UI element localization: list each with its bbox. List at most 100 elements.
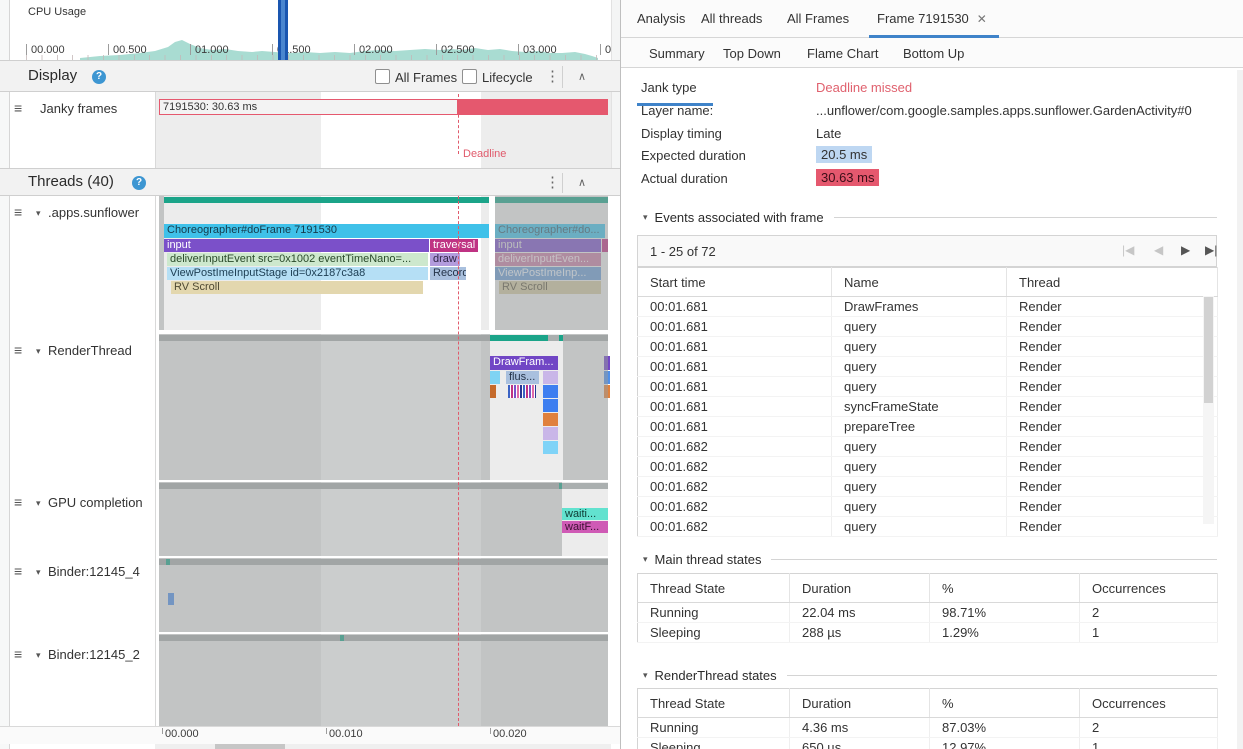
lifecycle-checkbox[interactable]: Lifecycle [462,69,533,87]
column-percent[interactable]: % [929,688,1080,718]
tab-all-threads[interactable]: All threads [701,11,763,26]
next-page-icon[interactable]: ▶ [1181,243,1191,257]
collapse-section-icon[interactable]: ▾ [643,554,648,564]
overflow-menu-icon[interactable]: ⋮ [545,68,560,85]
disclosure-arrow-icon[interactable]: ▾ [36,346,41,356]
thread-label-gpu[interactable]: GPU completion [48,495,143,510]
event-row[interactable]: 00:01.682 query Render [637,516,1218,537]
event-row[interactable]: 00:01.681 query Render [637,336,1218,357]
event-block[interactable] [543,413,558,426]
event-row[interactable]: 00:01.681 query Render [637,376,1218,397]
input-bar[interactable]: input [164,239,429,252]
drag-handle-icon[interactable]: ≡ [14,342,23,358]
scrollbar-thumb[interactable] [215,744,285,749]
overflow-menu-icon[interactable]: ⋮ [545,174,560,191]
cpu-usage-track[interactable]: CPU Usage 00.000 00.500 01.000 01.500 02.000… [10,0,611,60]
disclosure-arrow-icon[interactable]: ▾ [36,650,41,660]
column-thread-state[interactable]: Thread State [637,573,790,603]
horizontal-scrollbar[interactable] [155,744,611,749]
help-icon[interactable]: ? [132,176,146,190]
thread-track-binder4[interactable] [159,558,608,632]
event-row[interactable]: 00:01.681 query Render [637,316,1218,337]
column-thread[interactable]: Thread [1006,267,1218,297]
waiting-bar[interactable]: waiti... [562,508,608,520]
event-row[interactable]: 00:01.682 query Render [637,496,1218,517]
event-row[interactable]: 00:01.681 syncFrameState Render [637,396,1218,417]
thread-label-sunflower[interactable]: .apps.sunflower [48,205,140,220]
event-block[interactable] [543,427,558,440]
column-name[interactable]: Name [831,267,1007,297]
column-occurrences[interactable]: Occurrences [1079,688,1218,718]
close-tab-icon[interactable]: ✕ [976,12,987,26]
thread-track-renderthread[interactable]: DrawFram... flus... [159,334,610,480]
column-thread-state[interactable]: Thread State [637,688,790,718]
help-icon[interactable]: ? [92,70,106,84]
column-duration[interactable]: Duration [789,688,930,718]
last-page-icon[interactable]: ▶| [1205,243,1218,257]
state-row[interactable]: Running 4.36 ms 87.03% 2 [637,717,1218,738]
subtab-summary[interactable]: Summary [649,46,705,61]
main-states-section-header[interactable]: ▾ Main thread states [643,552,1217,567]
state-row[interactable]: Running 22.04 ms 98.71% 2 [637,602,1218,623]
tab-all-frames[interactable]: All Frames [787,11,850,26]
collapse-section-icon[interactable]: ▾ [643,670,648,680]
draw-bar[interactable]: draw [430,253,460,266]
deliver-input-event-bar[interactable]: deliverInputEvent src=0x1002 eventTimeNa… [167,253,428,266]
event-block[interactable] [543,371,558,384]
selection-range-marker[interactable] [278,0,288,60]
waitfence-bar[interactable]: waitF... [562,521,608,533]
collapse-threads-icon[interactable]: ∧ [578,177,587,189]
event-row[interactable]: 00:01.681 query Render [637,356,1218,377]
scrollbar-thumb[interactable] [1204,297,1213,403]
flush-bar[interactable]: flus... [506,371,539,384]
event-row[interactable]: 00:01.681 prepareTree Render [637,416,1218,437]
event-row[interactable]: 00:01.682 query Render [637,436,1218,457]
column-occurrences[interactable]: Occurrences [1079,573,1218,603]
column-percent[interactable]: % [929,573,1080,603]
drag-handle-icon[interactable]: ≡ [14,563,23,579]
disclosure-arrow-icon[interactable]: ▾ [36,208,41,218]
disclosure-arrow-icon[interactable]: ▾ [36,567,41,577]
subtab-bottom-up[interactable]: Bottom Up [903,46,965,61]
panel-vertical-scrollbar[interactable] [1237,70,1243,749]
drag-handle-icon[interactable]: ≡ [14,646,23,662]
collapse-display-icon[interactable]: ∧ [578,71,587,83]
column-start-time[interactable]: Start time [637,267,832,297]
choreographer-bar[interactable]: Choreographer#doFrame 7191530 [164,224,491,238]
event-block[interactable] [543,385,558,398]
thread-label-binder4[interactable]: Binder:12145_4 [48,564,140,579]
tab-analysis[interactable]: Analysis [637,11,686,26]
tab-frame[interactable]: Frame 7191530 ✕ [877,11,987,26]
rv-scroll-bar[interactable]: RV Scroll [171,281,423,294]
drawframes-bar[interactable]: DrawFram... [490,356,558,370]
drag-handle-icon[interactable]: ≡ [14,494,23,510]
render-states-section-header[interactable]: ▾ RenderThread states [643,668,1217,683]
event-block[interactable] [543,399,558,412]
traversal-bar[interactable]: traversal [430,239,478,252]
event-block[interactable] [543,441,558,454]
subtab-flame-chart[interactable]: Flame Chart [807,46,879,61]
record-bar[interactable]: Record ... [430,267,466,280]
column-duration[interactable]: Duration [789,573,930,603]
event-row[interactable]: 00:01.681 DrawFrames Render [637,296,1218,317]
drag-handle-icon[interactable]: ≡ [14,204,23,220]
thread-track-gpu[interactable]: waiti... waitF... [159,482,608,556]
thread-label-renderthread[interactable]: RenderThread [48,343,132,358]
first-page-icon[interactable]: |◀ [1122,243,1135,257]
view-post-ime-bar[interactable]: ViewPostImeInputStage id=0x2187c3a8 [167,267,428,280]
disclosure-arrow-icon[interactable]: ▾ [36,498,41,508]
collapse-section-icon[interactable]: ▾ [643,212,648,222]
event-row[interactable]: 00:01.682 query Render [637,476,1218,497]
event-row[interactable]: 00:01.682 query Render [637,456,1218,477]
events-section-header[interactable]: ▾ Events associated with frame [643,210,1217,225]
all-frames-checkbox[interactable]: All Frames [375,69,457,87]
thread-label-binder2[interactable]: Binder:12145_2 [48,647,140,662]
drag-handle-icon[interactable]: ≡ [14,100,23,116]
state-row[interactable]: Sleeping 288 µs 1.29% 1 [637,622,1218,643]
events-table-scrollbar[interactable] [1203,296,1214,524]
janky-frame-bar[interactable]: 7191530: 30.63 ms [159,99,608,115]
subtab-top-down[interactable]: Top Down [723,46,781,61]
thread-track-sunflower[interactable]: Choreographer#doFrame 7191530 input trav… [159,196,608,330]
prev-page-icon[interactable]: ◀ [1154,243,1164,257]
thread-track-binder2[interactable] [159,634,608,726]
